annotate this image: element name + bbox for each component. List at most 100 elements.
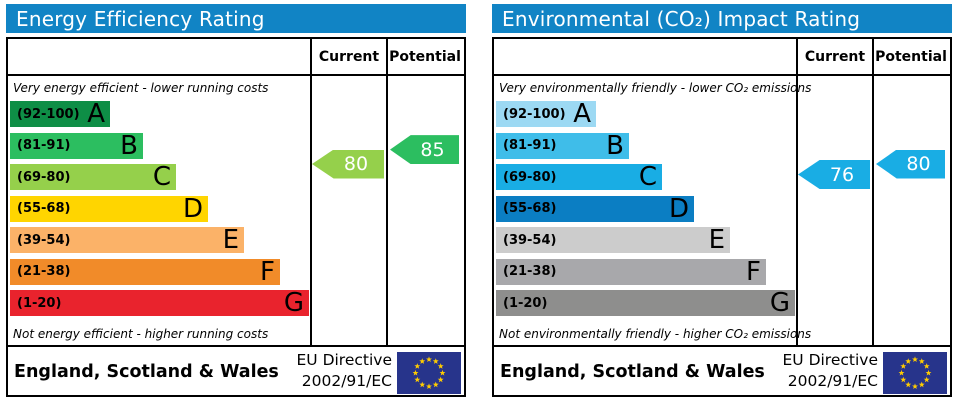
band-letter: G (769, 288, 790, 318)
eu-flag-star (426, 356, 432, 363)
rating-band-e: (39-54) E (496, 227, 730, 253)
potential-column-divider (386, 39, 388, 345)
eu-flag-star (923, 363, 930, 369)
band-range-label: (69-80) (17, 169, 71, 185)
top-note: Very energy efficient - lower running co… (13, 81, 269, 95)
band-range-label: (92-100) (17, 106, 80, 122)
rating-band-d: (55-68) D (496, 193, 694, 224)
eu-flag-star (437, 376, 444, 383)
band-range-label: (21-38) (503, 264, 557, 279)
eu-flag-star (414, 376, 421, 383)
rating-band-a: (92-100) A (10, 101, 110, 127)
band-range-label: (55-68) (17, 201, 71, 216)
eu-directive-line1: EU Directive (782, 351, 879, 369)
rating-band-b: (81-91) B (496, 130, 629, 161)
band-letter: F (746, 256, 761, 287)
band-range-label: (81-91) (503, 138, 557, 153)
eu-flag-star (912, 383, 918, 390)
eu-flag-star (900, 376, 907, 383)
eu-flag-star (419, 358, 426, 364)
eu-directive-line2: 2002/91/EC (301, 372, 392, 390)
band-letter: A (573, 99, 591, 129)
rating-bands: (92-100) A (81-91) B (69-80) C (55-68) D (39-54)… (494, 39, 950, 395)
panel-title: Energy Efficiency Rating (16, 6, 265, 31)
eu-flag-icon (397, 352, 461, 394)
eu-flag-star (414, 363, 421, 369)
eu-flag-star (923, 376, 930, 383)
current-column-header: Current (318, 48, 380, 65)
eu-directive-line2: 2002/91/EC (787, 372, 878, 390)
band-range-label: (55-68) (503, 201, 557, 216)
eu-directive-label: EU Directive 2002/91/EC (783, 350, 879, 392)
eu-flag-star (925, 369, 932, 376)
band-range-label: (39-54) (503, 232, 557, 248)
eu-flag-star (426, 383, 432, 390)
energy-efficiency-panel: Energy Efficiency Rating Current Potenti… (6, 0, 466, 404)
rating-band-c: (69-80) C (496, 164, 662, 190)
eu-flag-star (905, 381, 912, 388)
eu-flag-star (905, 358, 912, 364)
band-range-label: (1-20) (503, 295, 548, 311)
region-label: England, Scotland & Wales (14, 362, 279, 382)
energy-title-bar: Energy Efficiency Rating (6, 4, 466, 33)
band-range-label: (81-91) (17, 138, 71, 153)
rating-band-e: (39-54) E (10, 227, 244, 253)
rating-band-f: (21-38) F (10, 256, 280, 287)
current-column-divider (310, 39, 312, 345)
region-label: England, Scotland & Wales (500, 362, 765, 382)
bottom-note: Not environmentally friendly - higher CO… (499, 327, 812, 341)
eu-flag-star (412, 369, 419, 376)
eu-flag-icon (883, 352, 947, 394)
rating-band-a: (92-100) A (496, 101, 596, 127)
co2-impact-panel: Environmental (CO₂) Impact Rating Curren… (492, 0, 952, 404)
column-header-row (8, 39, 464, 76)
column-header-row (494, 39, 950, 76)
potential-column-divider (872, 39, 874, 345)
eu-flag-star (898, 369, 905, 376)
rating-bands: (92-100) A (81-91) B (69-80) C (55-68) D (39-54)… (8, 39, 464, 395)
eu-flag-star (432, 381, 439, 388)
rating-band-g: (1-20) G (10, 290, 309, 316)
band-letter: D (182, 193, 203, 224)
eu-flag-star (918, 358, 925, 364)
eu-flag-star (912, 356, 918, 363)
rating-band-g: (1-20) G (496, 290, 795, 316)
co2-rating-table: Current Potential Very environmentally f… (492, 37, 952, 397)
band-range-label: (69-80) (503, 169, 557, 185)
footer: England, Scotland & Wales EU Directive 2… (494, 345, 950, 397)
eu-flag-star (900, 363, 907, 369)
band-letter: E (708, 225, 725, 255)
eu-flag-star (419, 381, 426, 388)
bottom-note: Not energy efficient - higher running co… (13, 327, 269, 341)
rating-band-f: (21-38) F (496, 256, 766, 287)
band-letter: A (87, 99, 105, 129)
rating-band-d: (55-68) D (10, 193, 208, 224)
eu-flag-star (918, 381, 925, 388)
co2-title-bar: Environmental (CO₂) Impact Rating (492, 4, 952, 33)
band-letter: B (120, 130, 138, 161)
band-letter: G (283, 288, 304, 318)
band-range-label: (39-54) (17, 232, 71, 248)
footer: England, Scotland & Wales EU Directive 2… (8, 345, 464, 397)
panel-title: Environmental (CO₂) Impact Rating (502, 6, 861, 31)
current-column-divider (796, 39, 798, 345)
band-letter: D (668, 193, 689, 224)
band-range-label: (1-20) (17, 295, 62, 311)
top-note: Very environmentally friendly - lower CO… (499, 81, 812, 95)
current-column-header: Current (804, 48, 866, 65)
eu-flag-star (439, 369, 446, 376)
band-letter: F (260, 256, 275, 287)
band-letter: B (606, 130, 624, 161)
energy-rating-table: Current Potential Very energy efficient … (6, 37, 466, 397)
eu-flag-star (437, 363, 444, 369)
rating-band-c: (69-80) C (10, 164, 176, 190)
eu-flag-star (432, 358, 439, 364)
band-range-label: (21-38) (17, 264, 71, 279)
band-range-label: (92-100) (503, 106, 566, 122)
current-rating-arrow: 76 (798, 160, 870, 189)
band-letter: C (638, 162, 657, 192)
eu-directive-label: EU Directive 2002/91/EC (297, 350, 393, 392)
rating-band-b: (81-91) B (10, 130, 143, 161)
band-letter: E (222, 225, 239, 255)
